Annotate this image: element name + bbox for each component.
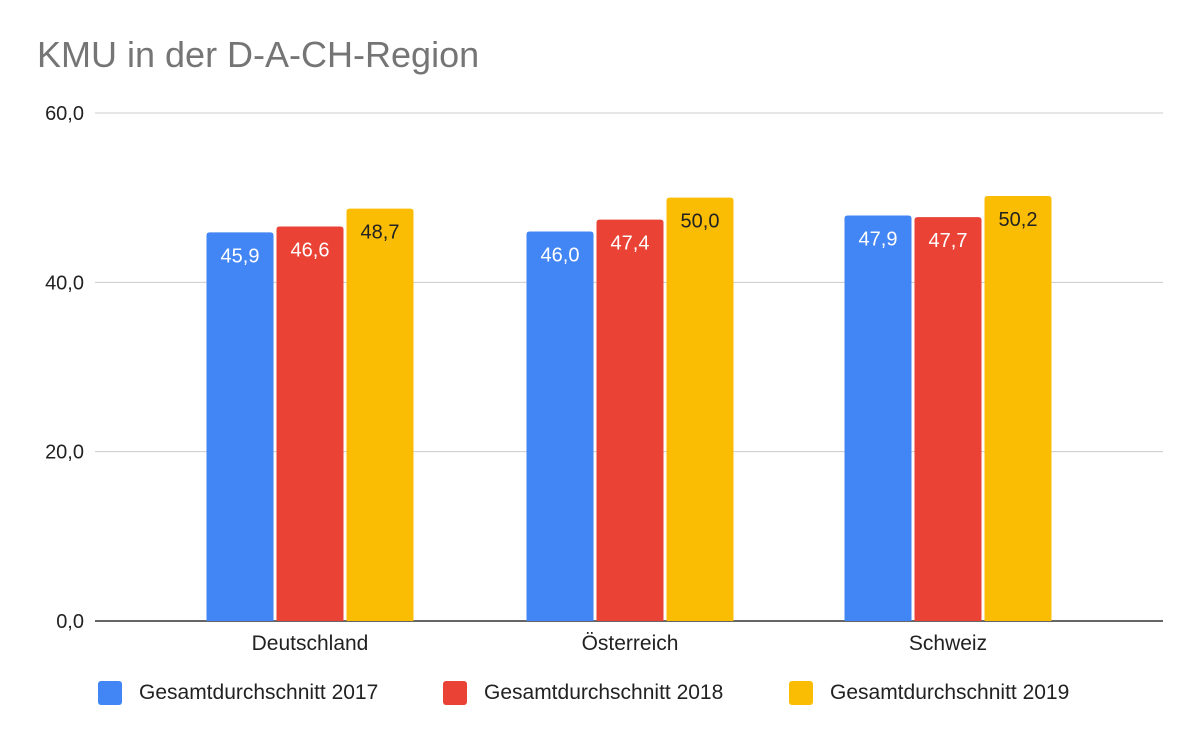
bar-data-label: 47,9 xyxy=(859,228,898,250)
chart-legend: Gesamtdurchschnitt 2017 Gesamtdurchschnit… xyxy=(0,676,1199,710)
legend-item[interactable]: Gesamtdurchschnitt 2018 xyxy=(443,676,723,710)
bar xyxy=(844,215,912,622)
bar xyxy=(346,208,414,621)
bar xyxy=(526,231,594,622)
bar xyxy=(206,232,274,621)
bar-data-label: 46,6 xyxy=(291,239,330,261)
legend-label: Gesamtdurchschnitt 2019 xyxy=(830,681,1070,704)
bar xyxy=(914,217,982,621)
bar xyxy=(596,219,664,621)
bar xyxy=(666,197,734,621)
bar xyxy=(984,195,1052,621)
legend-swatch xyxy=(789,681,813,705)
legend-label: Gesamtdurchschnitt 2017 xyxy=(139,681,379,704)
y-tick-label: 60,0 xyxy=(45,103,84,125)
bar-data-label: 45,9 xyxy=(221,245,260,267)
bar-data-label: 47,7 xyxy=(929,230,968,252)
legend-item[interactable]: Gesamtdurchschnitt 2017 xyxy=(98,676,378,710)
x-tick-label: Österreich xyxy=(582,632,679,655)
bar-data-label: 50,0 xyxy=(681,211,720,233)
y-tick-label: 40,0 xyxy=(45,272,84,294)
bar-data-label: 47,4 xyxy=(611,233,650,255)
bar-data-label: 50,2 xyxy=(999,209,1038,231)
bar-data-label: 48,7 xyxy=(361,222,400,244)
bar-data-label: 46,0 xyxy=(541,245,580,267)
bar xyxy=(276,226,344,621)
legend-label: Gesamtdurchschnitt 2018 xyxy=(484,681,724,704)
chart-title: KMU in der D-A-CH-Region xyxy=(37,34,480,75)
y-tick-label: 20,0 xyxy=(45,442,84,464)
legend-item[interactable]: Gesamtdurchschnitt 2019 xyxy=(789,676,1069,710)
y-tick-label: 0,0 xyxy=(56,611,84,633)
x-tick-label: Deutschland xyxy=(252,632,369,655)
legend-swatch xyxy=(98,681,122,705)
legend-swatch xyxy=(443,681,467,705)
x-tick-label: Schweiz xyxy=(909,632,987,655)
